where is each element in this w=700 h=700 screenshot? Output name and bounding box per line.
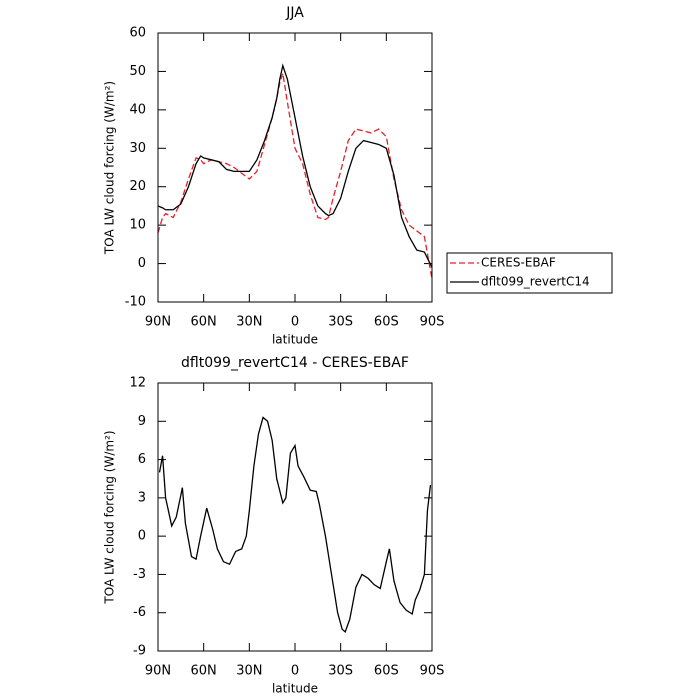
y-axis-label: TOA LW cloud forcing (W/m²) [103,81,117,255]
data-line [157,63,433,268]
y-axis-label: TOA LW cloud forcing (W/m²) [103,430,117,604]
y-tick-label: 10 [129,218,146,233]
legend-label: dflt099_revertC14 [481,275,590,289]
y-tick-label: -3 [133,567,146,582]
x-tick-label: 60N [191,315,217,330]
x-tick-label: 30S [328,664,353,679]
x-tick-label: 90N [145,664,171,679]
plot-frame [157,32,433,303]
x-tick-label: 60N [191,664,217,679]
y-tick-label: 0 [138,529,146,544]
x-tick-label: 30N [236,315,262,330]
y-tick-label: 50 [129,64,146,79]
legend-box [446,252,613,294]
y-tick-label: 6 [138,452,146,467]
x-tick-label: 30N [236,664,262,679]
x-tick-label: 30S [328,315,353,330]
y-tick-label: 30 [129,141,146,156]
data-line [158,416,432,633]
y-tick-label: -9 [133,644,146,659]
y-tick-label: 9 [138,414,146,429]
y-tick-label: -10 [125,295,146,310]
plot-frame [157,382,433,652]
x-axis-label: latitude [272,333,318,347]
y-tick-label: 40 [129,102,146,117]
y-tick-label: 60 [129,26,146,41]
chart-title: JJA [285,5,304,21]
data-line [157,73,433,280]
y-tick-label: -6 [133,605,146,620]
x-tick-label: 60S [374,315,399,330]
chart-title: dflt099_revertC14 - CERES-EBAF [181,355,409,371]
y-tick-label: 12 [129,376,146,391]
x-tick-label: 90N [145,315,171,330]
x-axis-label: latitude [272,682,318,696]
x-tick-label: 90S [420,664,445,679]
legend-label: CERES-EBAF [481,256,556,270]
x-tick-label: 0 [291,664,299,679]
x-tick-label: 0 [291,315,299,330]
x-tick-label: 60S [374,664,399,679]
y-tick-label: 0 [138,256,146,271]
x-tick-label: 90S [420,315,445,330]
y-tick-label: 20 [129,179,146,194]
y-tick-label: 3 [138,490,146,505]
